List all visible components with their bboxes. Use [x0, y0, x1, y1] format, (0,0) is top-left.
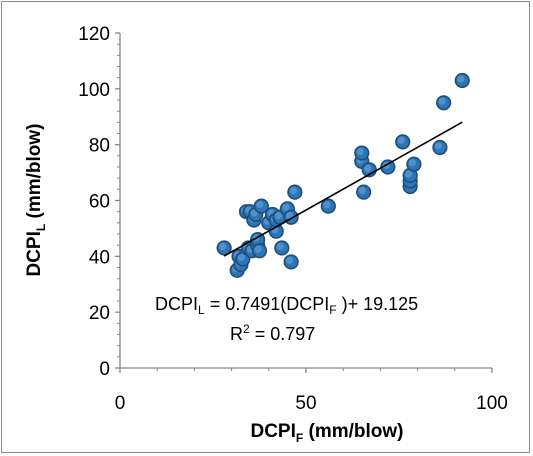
data-point-highlight — [323, 200, 331, 209]
data-point-highlight — [254, 245, 262, 253]
data-point-highlight — [405, 170, 413, 178]
x-axis-title: DCPIF (mm/blow) — [250, 421, 403, 445]
data-point-highlight — [286, 256, 294, 265]
trendline — [223, 121, 463, 257]
data-point-highlight — [397, 136, 405, 144]
data-points — [216, 72, 470, 278]
axes — [119, 33, 492, 369]
y-tick-label: 20 — [89, 303, 110, 324]
y-tick-label: 120 — [78, 24, 110, 45]
x-tick-label: 0 — [115, 393, 126, 414]
data-point-highlight — [219, 242, 227, 251]
data-point-highlight — [282, 203, 290, 211]
data-point-highlight — [356, 147, 364, 156]
trendline-equation: DCPIL = 0.7491(DCPIF )+ 19.125 — [155, 294, 418, 317]
data-point-highlight — [256, 200, 264, 209]
y-axis-title: DCPIL (mm/blow) — [24, 123, 48, 276]
x-tick-label: 50 — [295, 393, 316, 414]
axis-ticks — [115, 32, 493, 373]
r-squared-label: R2 = 0.797 — [230, 322, 315, 344]
data-point-highlight — [438, 97, 446, 105]
data-point-highlight — [274, 212, 283, 220]
y-tick-label: 0 — [99, 359, 110, 380]
data-point-highlight — [237, 254, 245, 262]
y-tick-label: 80 — [89, 136, 110, 157]
data-point-highlight — [358, 187, 366, 195]
y-tick-label: 60 — [89, 192, 110, 213]
data-point-highlight — [457, 75, 465, 83]
data-point-highlight — [289, 187, 297, 195]
data-point-highlight — [408, 159, 416, 167]
data-point-highlight — [276, 242, 284, 251]
tick-labels: 0 20 40 60 80 100 120 0 50 100 — [78, 24, 508, 414]
data-point-highlight — [434, 142, 443, 150]
x-tick-label: 100 — [476, 393, 508, 414]
y-tick-label: 40 — [89, 247, 110, 268]
data-point-highlight — [364, 164, 372, 172]
y-tick-label: 100 — [78, 80, 110, 101]
